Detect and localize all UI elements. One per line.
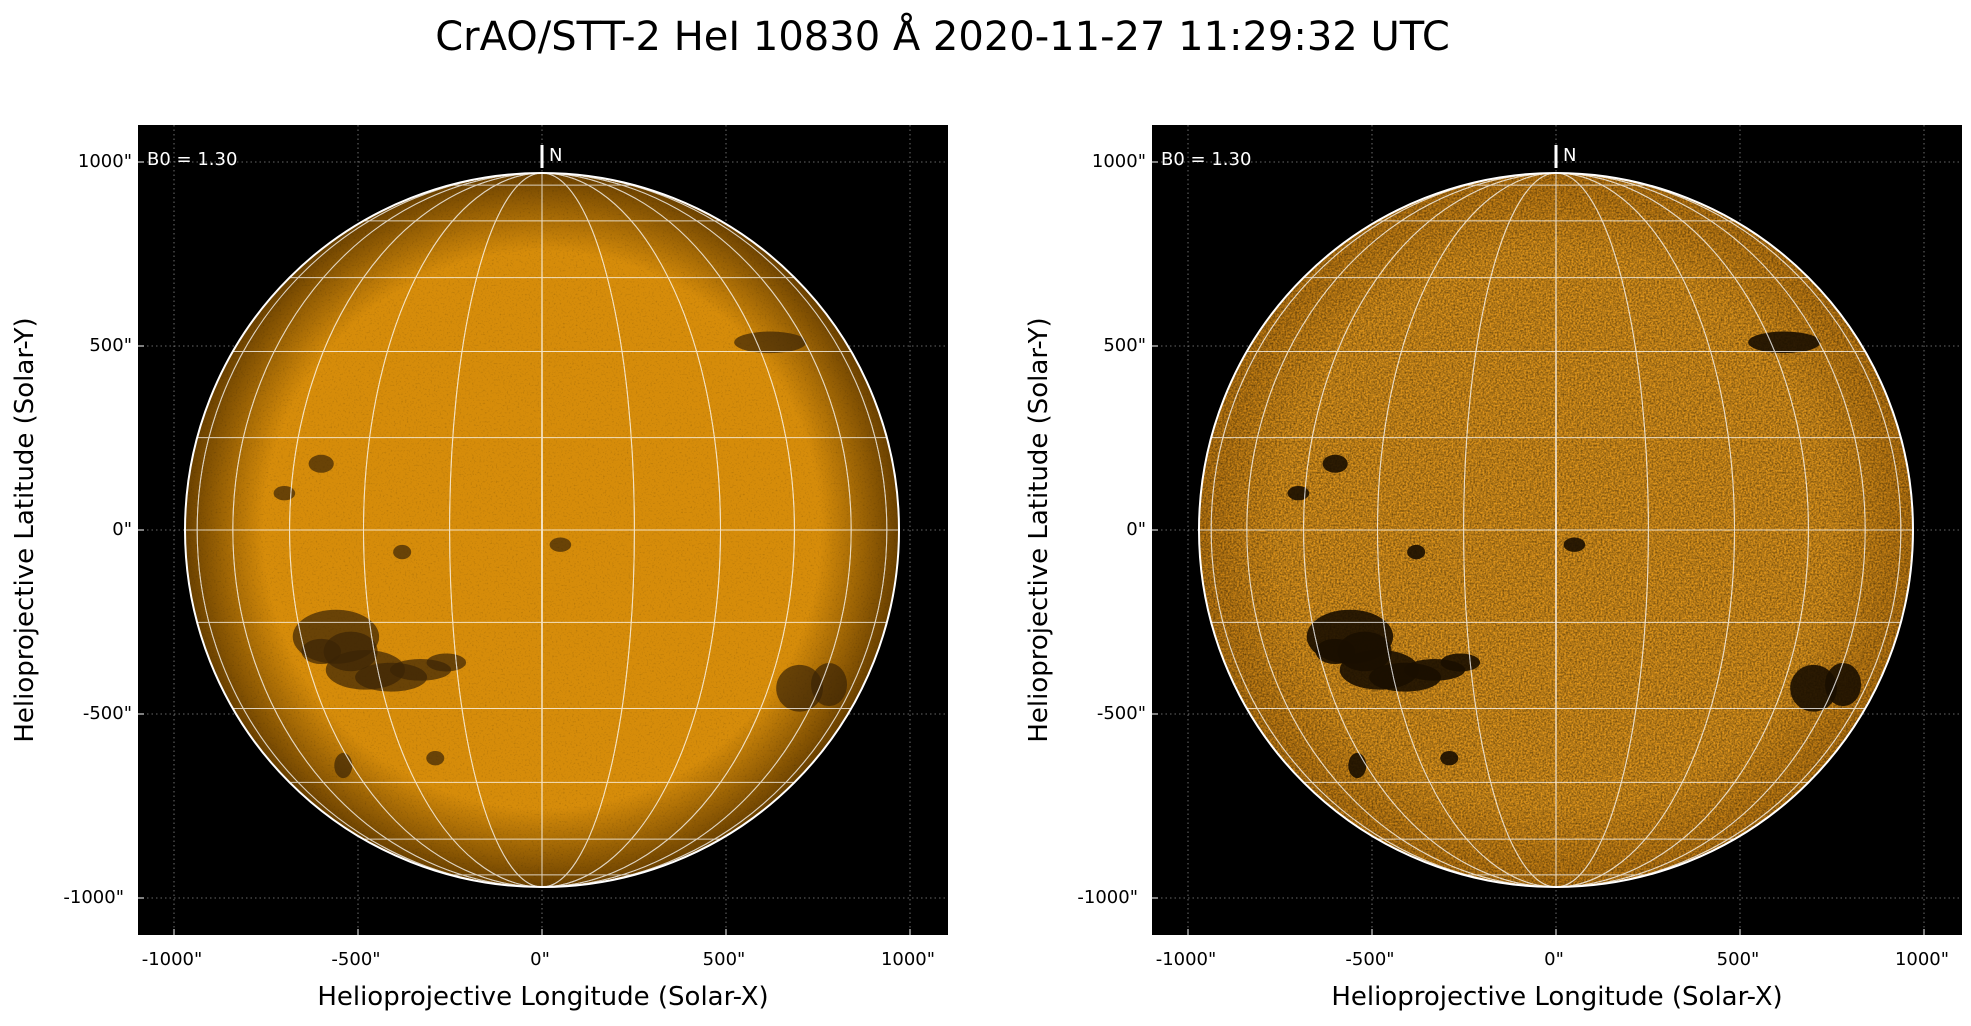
xtick-label: 0" <box>1544 949 1564 970</box>
heliographic-grid <box>1199 173 1913 887</box>
longitude-line <box>196 173 888 887</box>
dark-feature <box>308 454 334 473</box>
limb-outline <box>184 172 900 888</box>
y-axis-label: Helioprojective Latitude (Solar-Y) <box>10 317 40 743</box>
longitude-line <box>363 173 721 887</box>
longitude-line <box>232 173 852 887</box>
dark-feature <box>1440 750 1459 766</box>
xtick-label: -500" <box>331 949 381 970</box>
x-axis-label: Helioprojective Longitude (Solar-X) <box>317 982 769 1012</box>
ytick-label: 1000" <box>77 151 132 172</box>
north-label: N <box>1563 145 1576 166</box>
longitude-line <box>1210 173 1902 887</box>
xtick-label: -1000" <box>141 949 203 970</box>
dark-feature <box>1287 486 1310 501</box>
xtick-label: -500" <box>1345 949 1395 970</box>
ytick-label: -1000" <box>1077 887 1138 908</box>
longitude-line <box>1303 173 1809 887</box>
heliographic-grid <box>185 173 899 887</box>
dark-feature <box>426 653 467 672</box>
dark-feature <box>811 662 848 707</box>
solar-disk-plot-left: N B0 = 1.30 <box>138 125 948 935</box>
dark-features <box>1287 331 1862 779</box>
dark-feature <box>1825 662 1862 707</box>
xtick-label: 1000" <box>1894 949 1950 970</box>
ytick-label: -500" <box>82 703 132 724</box>
dark-feature <box>273 486 296 501</box>
ytick-label: 500" <box>1103 335 1146 356</box>
dark-feature <box>734 331 807 354</box>
ytick-label: 0" <box>112 519 132 540</box>
limb-outline <box>1198 172 1914 888</box>
ytick-label: 500" <box>89 335 132 356</box>
longitude-line <box>1377 173 1735 887</box>
solar-image-left: N B0 = 1.30 <box>138 125 948 935</box>
dark-feature <box>1407 544 1426 560</box>
solar-image-right: N B0 = 1.30 <box>1152 125 1962 935</box>
longitude-line <box>1246 173 1866 887</box>
xtick-label: 1000" <box>880 949 936 970</box>
x-axis-label: Helioprojective Longitude (Solar-X) <box>1331 982 1783 1012</box>
north-label: N <box>549 145 562 166</box>
b0-annotation: B0 = 1.30 <box>1161 149 1251 170</box>
dark-features <box>273 331 848 779</box>
dark-feature <box>1440 653 1481 672</box>
dark-feature <box>426 750 445 766</box>
dark-feature <box>393 544 412 560</box>
dark-feature <box>1790 664 1837 712</box>
dark-feature <box>1315 638 1355 665</box>
dark-feature <box>549 537 572 552</box>
longitude-line <box>1463 173 1649 887</box>
dark-feature <box>301 638 341 665</box>
longitude-line <box>449 173 635 887</box>
xtick-label: 0" <box>530 949 550 970</box>
dark-feature <box>1348 752 1367 779</box>
solar-disk-plot-right: N B0 = 1.30 <box>1152 125 1962 935</box>
y-axis-label: Helioprojective Latitude (Solar-Y) <box>1024 317 1054 743</box>
b0-annotation: B0 = 1.30 <box>147 149 237 170</box>
dark-feature <box>1748 331 1821 354</box>
ytick-label: -1000" <box>63 887 124 908</box>
figure-title: CrAO/STT-2 HeI 10830 Å 2020-11-27 11:29:… <box>435 14 1450 60</box>
dark-feature <box>776 664 823 712</box>
xtick-label: 500" <box>702 949 746 970</box>
dark-feature <box>334 752 353 779</box>
ytick-label: 1000" <box>1091 151 1146 172</box>
dark-feature <box>1322 454 1348 473</box>
xtick-label: 500" <box>1716 949 1760 970</box>
ytick-label: -500" <box>1096 703 1146 724</box>
ytick-label: 0" <box>1126 519 1146 540</box>
longitude-line <box>289 173 795 887</box>
dark-feature <box>1563 537 1586 552</box>
xtick-label: -1000" <box>1155 949 1217 970</box>
